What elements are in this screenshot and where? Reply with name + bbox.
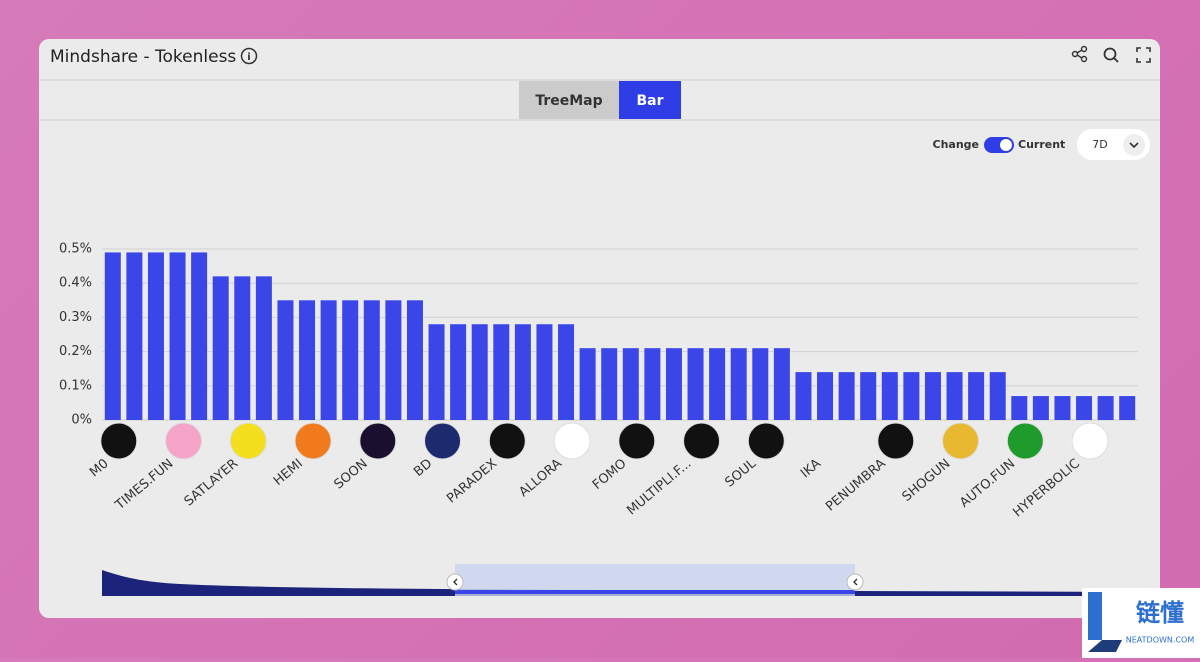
bar <box>234 276 251 420</box>
token-icon <box>877 422 915 460</box>
bar <box>752 348 769 420</box>
info-glyph: i <box>247 52 250 63</box>
info-icon[interactable] <box>240 47 258 65</box>
watermark-logo <box>1088 592 1102 640</box>
y-tick-label: 0.2% <box>59 344 92 359</box>
bar <box>169 252 186 420</box>
bar <box>147 252 164 420</box>
dropdown-button[interactable] <box>1123 134 1145 156</box>
token-icon <box>618 422 656 460</box>
bar <box>709 348 726 420</box>
bar <box>601 348 618 420</box>
bar <box>493 324 510 420</box>
bar <box>342 300 359 420</box>
tab-treemap[interactable] <box>519 81 619 119</box>
bar <box>514 324 531 420</box>
token-icon <box>553 422 591 460</box>
bar <box>989 372 1006 420</box>
bar <box>860 372 877 420</box>
bar <box>579 348 596 420</box>
token-icon <box>1006 422 1044 460</box>
bar <box>773 348 790 420</box>
y-tick-label: 0.1% <box>59 378 92 393</box>
bar <box>277 300 294 420</box>
bar <box>1097 396 1114 420</box>
share-icon[interactable] <box>1071 45 1088 63</box>
y-tick-label: 0.5% <box>59 242 92 257</box>
minimap <box>102 564 1138 596</box>
bar <box>385 300 402 420</box>
bar <box>881 372 898 420</box>
bar <box>1032 396 1049 420</box>
card-title: Mindshare - Tokenless <box>50 47 236 67</box>
watermark-site: NEATDOWN.COM <box>1126 636 1195 645</box>
token-icon <box>424 422 462 460</box>
bar <box>255 276 272 420</box>
bar <box>536 324 553 420</box>
bar <box>817 372 834 420</box>
chevron <box>1129 142 1139 149</box>
bar <box>126 252 143 420</box>
y-tick-label: 0.3% <box>59 310 92 325</box>
bar <box>471 324 488 420</box>
token-icon <box>294 422 332 460</box>
bar <box>687 348 704 420</box>
card <box>39 39 1160 618</box>
bar <box>363 300 380 420</box>
bar <box>644 348 661 420</box>
bar <box>838 372 855 420</box>
bar <box>622 348 639 420</box>
tab-label: TreeMap <box>535 93 602 109</box>
toggle-label: Change <box>933 138 980 151</box>
bar <box>1119 396 1136 420</box>
tab-label: Bar <box>636 93 663 109</box>
bar <box>730 348 747 420</box>
bar <box>665 348 682 420</box>
token-icon <box>1071 422 1109 460</box>
bar <box>946 372 963 420</box>
bar <box>903 372 920 420</box>
bar <box>968 372 985 420</box>
period-value: 7D <box>1092 138 1107 151</box>
y-tick-label: 0% <box>71 413 92 428</box>
range-handle[interactable] <box>446 573 464 591</box>
bar <box>299 300 316 420</box>
bar <box>104 252 121 420</box>
bar <box>924 372 941 420</box>
range-handle[interactable] <box>846 573 864 591</box>
toggle-label: Current <box>1018 138 1065 151</box>
toggle-knob <box>1000 139 1012 151</box>
fullscreen-icon[interactable] <box>1136 47 1151 63</box>
token-icon <box>100 422 138 460</box>
bar <box>1076 396 1093 420</box>
token-icon <box>359 422 397 460</box>
y-tick-label: 0.4% <box>59 276 92 291</box>
bar <box>212 276 229 420</box>
bar <box>558 324 575 420</box>
bar <box>428 324 445 420</box>
token-icon <box>488 422 526 460</box>
token-icon <box>942 422 980 460</box>
bar <box>1054 396 1071 420</box>
token-icon <box>165 422 203 460</box>
bar <box>450 324 467 420</box>
watermark-brand: 链懂 <box>1136 599 1184 627</box>
bar <box>320 300 337 420</box>
token-icon <box>229 422 267 460</box>
bar <box>1011 396 1028 420</box>
token-icon <box>683 422 721 460</box>
tab-bar[interactable] <box>619 81 681 119</box>
token-icon <box>747 422 785 460</box>
watermark-logo <box>1088 640 1122 652</box>
search-icon[interactable] <box>1103 47 1119 63</box>
bar <box>191 252 208 420</box>
bar <box>406 300 423 420</box>
bar <box>795 372 812 420</box>
